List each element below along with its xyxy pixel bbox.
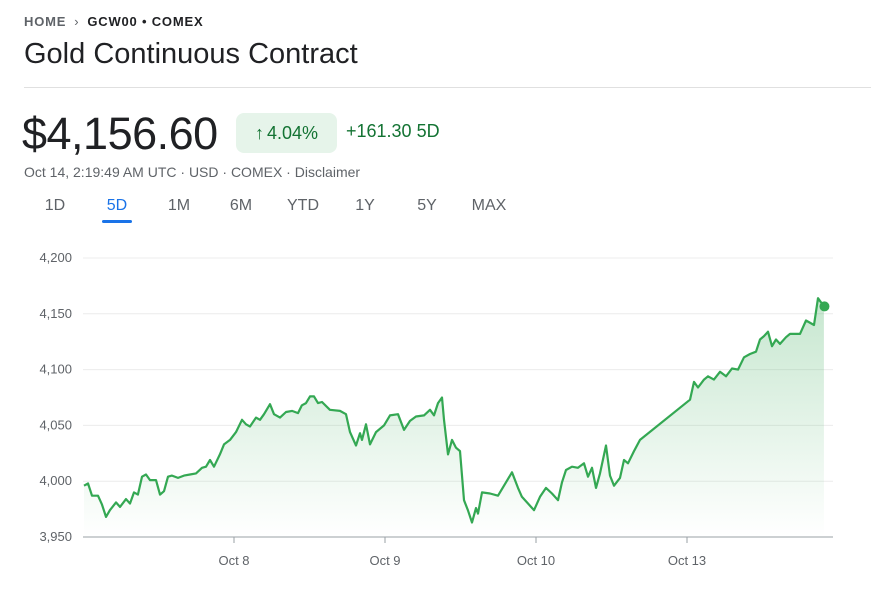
breadcrumb: HOME › GCW00 • COMEX [24,14,203,29]
current-price: $4,156.60 [22,108,218,159]
change-percent: 4.04% [266,122,319,143]
x-tick-label: Oct 13 [668,553,706,568]
tab-1d[interactable]: 1D [44,197,66,214]
quote-meta: Oct 14, 2:19:49 AM UTC · USD · COMEX · D… [24,164,361,180]
tab-1y[interactable]: 1Y [355,197,375,214]
change-absolute: +161.30 5D [346,121,440,141]
y-tick-label: 4,200 [39,250,72,265]
y-tick-label: 4,100 [39,362,72,377]
chevron-right-icon: › [74,14,80,29]
tab-6m[interactable]: 6M [229,197,253,214]
x-tick-label: Oct 10 [517,553,555,568]
tab-1m[interactable]: 1M [167,197,191,214]
arrow-up-icon: ↑ [254,122,264,143]
tab-ytd[interactable]: YTD [287,197,319,214]
x-tick-label: Oct 9 [369,553,400,568]
page-title: Gold Continuous Contract [24,38,358,70]
y-tick-label: 4,000 [39,473,72,488]
header-divider [24,87,871,88]
tab-5y[interactable]: 5Y [417,197,437,214]
range-tabs: 1D 5D 1M 6M YTD 1Y 5Y MAX [24,197,520,223]
breadcrumb-home-link[interactable]: HOME [24,14,67,29]
tab-max[interactable]: MAX [471,197,507,214]
tab-5d[interactable]: 5D [86,197,148,223]
price-line [83,297,825,524]
last-price-marker [819,301,830,312]
y-tick-label: 4,150 [39,306,72,321]
y-tick-label: 4,050 [39,417,72,432]
x-tick-label: Oct 8 [218,553,249,568]
change-percent-badge: ↑ 4.04% [236,113,337,153]
y-tick-label: 3,950 [39,529,72,544]
breadcrumb-symbol: GCW00 • COMEX [87,14,204,29]
price-area-fill [84,298,824,537]
